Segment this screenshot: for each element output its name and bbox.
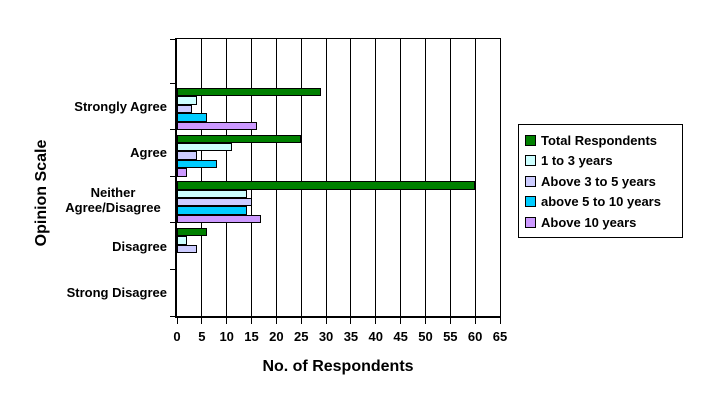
y-category-label-text: Neither Agree/Disagree	[65, 184, 161, 215]
legend-item: 1 to 3 years	[525, 151, 676, 172]
bar-series-1-cat-2	[177, 189, 247, 198]
x-tick-label: 0	[173, 329, 181, 344]
x-tick-mark	[226, 318, 228, 324]
x-tick-label: 30	[318, 329, 334, 344]
bar-series-3-cat-1	[177, 159, 217, 169]
x-tick-label: 60	[467, 329, 483, 344]
legend-swatch	[525, 175, 536, 187]
y-category-label-text: Strong Disagree	[66, 285, 167, 301]
y-tick-mark	[170, 82, 175, 84]
x-tick-mark	[300, 318, 302, 324]
y-tick-mark	[170, 38, 175, 40]
legend-swatch	[525, 196, 536, 208]
bar-series-0-cat-2	[177, 181, 476, 190]
y-tick-mark	[170, 129, 175, 131]
bar-series-0-cat-3	[177, 227, 207, 237]
gridline	[449, 39, 451, 316]
gridline	[251, 39, 253, 316]
bar-series-4-cat-1	[177, 168, 187, 177]
x-tick-mark	[424, 318, 426, 324]
x-tick-mark	[201, 318, 203, 324]
y-category-label: Strongly Agree	[50, 86, 167, 126]
bar-series-2-cat-0	[177, 104, 192, 114]
plot-area	[175, 38, 501, 318]
x-tick-mark	[251, 318, 253, 324]
bar-series-2-cat-2	[177, 198, 252, 207]
x-tick-label: 40	[368, 329, 383, 344]
x-tick-mark	[499, 318, 501, 324]
gridline	[474, 39, 476, 316]
x-tick-label: 25	[293, 329, 309, 344]
legend-item: Total Respondents	[525, 130, 676, 151]
bar-series-2-cat-3	[177, 244, 197, 253]
gridline	[400, 39, 402, 316]
bar-series-1-cat-1	[177, 143, 232, 152]
gridline	[275, 39, 277, 316]
legend: Total Respondents 1 to 3 years Above 3 to …	[518, 124, 683, 238]
x-tick-label: 45	[393, 329, 408, 344]
x-tick-mark	[474, 318, 476, 324]
gridline	[375, 39, 377, 316]
y-category-label: Disagree	[50, 226, 167, 266]
bar-series-0-cat-0	[177, 88, 322, 97]
x-tick-label: 20	[269, 329, 284, 344]
x-tick-label: 65	[492, 329, 508, 344]
x-tick-mark	[176, 318, 178, 324]
x-tick-mark	[400, 318, 402, 324]
x-tick-mark	[350, 318, 352, 324]
y-category-label: Agree	[50, 133, 167, 173]
x-tick-label: 50	[418, 329, 433, 344]
legend-swatch	[525, 155, 536, 167]
legend-label: 1 to 3 years	[541, 153, 613, 169]
bar-series-1-cat-0	[177, 96, 197, 105]
x-tick-label: 35	[343, 329, 359, 344]
y-category-label-text: Agree	[130, 145, 167, 161]
y-category-label-text: Strongly Agree	[74, 98, 167, 114]
gridline	[300, 39, 302, 316]
legend-item: Above 10 years	[525, 212, 676, 233]
legend-label: Above 10 years	[541, 214, 637, 230]
bar-series-3-cat-0	[177, 113, 207, 122]
x-tick-mark	[325, 318, 327, 324]
legend-item: Above 3 to 5 years	[525, 171, 676, 192]
y-tick-mark	[170, 268, 175, 270]
bar-series-3-cat-2	[177, 206, 247, 215]
y-tick-mark	[170, 222, 175, 224]
x-tick-mark	[375, 318, 377, 324]
y-category-label: Neither Agree/Disagree	[50, 180, 167, 220]
legend-swatch	[525, 134, 536, 146]
x-tick-label: 55	[443, 329, 458, 344]
x-tick-label: 10	[219, 329, 234, 344]
legend-item: above 5 to 10 years	[525, 192, 676, 213]
y-category-label: Strong Disagree	[50, 273, 167, 313]
bar-series-0-cat-1	[177, 134, 302, 143]
bar-series-2-cat-1	[177, 151, 197, 160]
gridline	[350, 39, 352, 316]
y-tick-mark	[170, 175, 175, 177]
x-tick-label: 15	[244, 329, 259, 344]
bar-series-4-cat-2	[177, 214, 262, 224]
legend-label: above 5 to 10 years	[541, 194, 661, 210]
bar-series-4-cat-0	[177, 121, 257, 130]
y-tick-mark	[170, 315, 175, 317]
x-tick-mark	[449, 318, 451, 324]
gridline	[201, 39, 203, 316]
x-tick-mark	[275, 318, 277, 324]
x-tick-label: 5	[198, 329, 206, 344]
gridline	[325, 39, 327, 316]
bar-series-1-cat-3	[177, 236, 187, 245]
y-category-label-text: Disagree	[112, 238, 167, 254]
legend-label: Total Respondents	[541, 132, 658, 148]
legend-swatch	[525, 216, 536, 228]
legend-label: Above 3 to 5 years	[541, 173, 656, 189]
gridline	[424, 39, 426, 316]
gridline	[226, 39, 228, 316]
y-axis-title: Opinion Scale	[33, 139, 50, 247]
x-axis-title: No. of Respondents	[262, 358, 414, 375]
